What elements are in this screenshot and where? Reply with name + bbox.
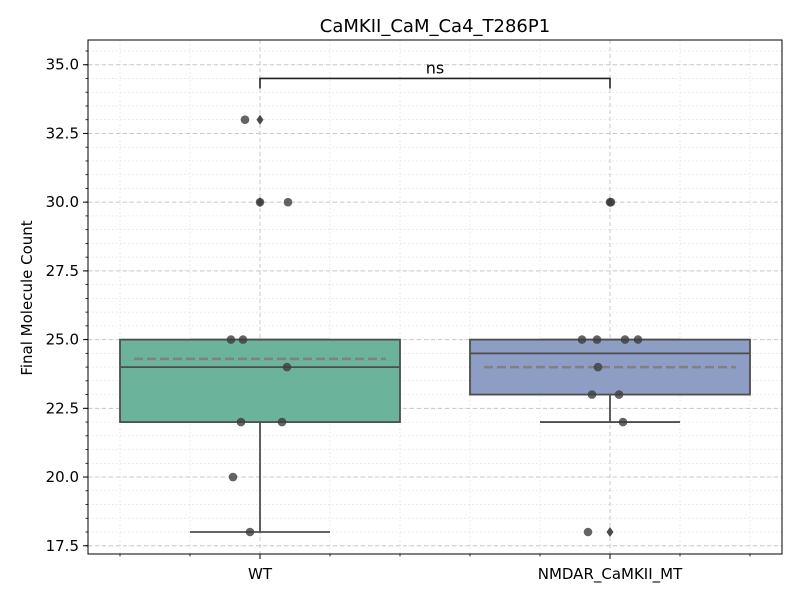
data-point bbox=[238, 335, 248, 344]
significance-annotation: ns bbox=[259, 58, 611, 89]
y-tick-label: 20.0 bbox=[46, 468, 79, 486]
data-point bbox=[245, 527, 255, 537]
outlier-marker bbox=[606, 527, 614, 538]
box-iqr bbox=[119, 338, 401, 423]
data-point bbox=[592, 335, 602, 344]
y-tick-label: 22.5 bbox=[46, 399, 79, 417]
boxes-layer bbox=[119, 114, 751, 538]
y-tick-label: 35.0 bbox=[46, 56, 79, 74]
data-point bbox=[255, 197, 265, 207]
y-tick-label: 32.5 bbox=[46, 124, 79, 142]
data-point bbox=[228, 472, 238, 482]
axes-layer: 17.5 20.0 22.5 25.0 27.5 30.0 32.5 35.0 WT NMDAR_… bbox=[46, 50, 751, 584]
data-point bbox=[618, 417, 628, 427]
data-point bbox=[633, 335, 643, 344]
data-point bbox=[593, 362, 603, 372]
data-point bbox=[277, 417, 287, 427]
data-point bbox=[587, 390, 597, 399]
y-tick-label: 27.5 bbox=[46, 262, 79, 280]
points-layer bbox=[226, 115, 643, 537]
data-point bbox=[614, 390, 624, 399]
data-point bbox=[577, 335, 587, 344]
plot-frame bbox=[87, 39, 783, 555]
y-axis-label: Final Molecule Count bbox=[18, 220, 36, 375]
x-tick-label: NMDAR_CaMKII_MT bbox=[538, 565, 683, 584]
data-point bbox=[583, 527, 593, 537]
data-point bbox=[282, 362, 292, 372]
y-tick-label: 25.0 bbox=[46, 331, 79, 349]
y-tick-label: 17.5 bbox=[46, 537, 79, 555]
significance-bracket bbox=[259, 77, 611, 89]
data-point bbox=[240, 115, 250, 125]
chart-title: CaMKII_CaM_Ca4_T286P1 bbox=[320, 16, 550, 37]
data-point bbox=[226, 335, 236, 344]
x-tick-label: WT bbox=[248, 565, 273, 583]
data-point bbox=[620, 335, 630, 344]
data-point bbox=[283, 197, 293, 207]
outlier-marker bbox=[256, 114, 264, 125]
y-tick-label: 30.0 bbox=[46, 193, 79, 211]
significance-label: ns bbox=[426, 58, 444, 77]
data-point bbox=[236, 417, 246, 427]
data-point bbox=[606, 197, 616, 207]
